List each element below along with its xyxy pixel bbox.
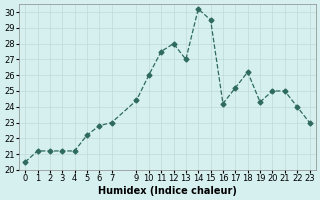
- X-axis label: Humidex (Indice chaleur): Humidex (Indice chaleur): [98, 186, 237, 196]
